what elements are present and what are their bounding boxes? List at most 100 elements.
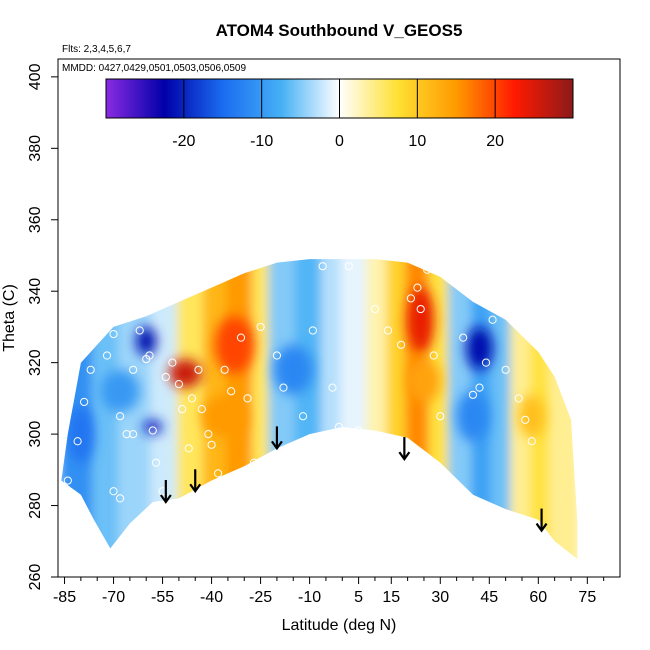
- data-point: [80, 397, 89, 407]
- x-axis: -85 -70 -55 -40 -25 -10 5 15 30 45 60 75: [53, 577, 605, 606]
- data-point: [236, 333, 246, 342]
- y-axis: 260 280 300 320 340 360 380 400: [27, 63, 58, 590]
- x-tick-label: 15: [382, 589, 400, 606]
- tropopause-arrow: [189, 469, 202, 494]
- data-point: [527, 437, 536, 446]
- data-point: [459, 333, 468, 342]
- y-tick-label: 340: [27, 278, 44, 305]
- tropopause-arrow: [535, 508, 548, 533]
- field-blob: [201, 394, 248, 438]
- field-band: [448, 259, 475, 560]
- data-point: [151, 458, 161, 467]
- data-point: [227, 387, 236, 396]
- data-point: [214, 469, 223, 478]
- field-blob: [407, 359, 441, 402]
- colorbar: -20 -10 0 10 20: [105, 78, 574, 150]
- data-point: [168, 358, 177, 367]
- data-point: [194, 365, 203, 374]
- y-tick-label: 280: [27, 492, 44, 519]
- field-blob: [136, 326, 157, 356]
- data-point: [178, 404, 187, 414]
- data-point: [383, 326, 393, 335]
- tropopause-arrow: [159, 479, 172, 504]
- data-point: [279, 383, 288, 392]
- data-point: [416, 304, 425, 314]
- data-point: [207, 440, 216, 449]
- data-point: [344, 262, 353, 271]
- data-point: [468, 390, 478, 399]
- x-tick-label: 45: [480, 589, 498, 606]
- x-tick-label: -70: [102, 589, 125, 606]
- y-tick-label: 320: [27, 349, 44, 376]
- field-band: [340, 259, 371, 560]
- data-point: [481, 358, 491, 367]
- data-point: [396, 340, 406, 349]
- data-point: [86, 365, 95, 374]
- observation-points: [63, 262, 536, 503]
- y-tick-label: 360: [27, 206, 44, 233]
- x-tick-label: 75: [578, 589, 596, 606]
- data-point: [63, 476, 72, 485]
- y-tick-label: 260: [27, 564, 44, 591]
- x-tick-label: 60: [529, 589, 547, 606]
- data-point: [423, 265, 432, 274]
- data-point: [145, 351, 154, 360]
- data-point: [354, 426, 363, 435]
- x-tick-label: -40: [200, 589, 223, 606]
- x-tick-label: -25: [249, 589, 272, 606]
- colorbar-tick-label: 0: [335, 133, 344, 150]
- data-point: [501, 365, 510, 374]
- chart-title: ATOM4 Southbound V_GEOS5: [216, 21, 463, 40]
- field-band: [203, 259, 230, 560]
- data-point: [413, 283, 422, 292]
- data-point: [243, 394, 252, 403]
- data-point: [184, 444, 193, 453]
- data-point: [115, 412, 125, 421]
- x-tick-label: -85: [53, 589, 76, 606]
- data-point: [334, 422, 344, 432]
- field-blob: [273, 344, 313, 395]
- field-band: [490, 259, 515, 560]
- field-blob: [67, 405, 94, 463]
- field-blob: [100, 369, 140, 413]
- colorbar-tick-label: 10: [408, 133, 426, 150]
- data-point: [488, 315, 497, 324]
- y-axis-label: Theta (C): [1, 284, 18, 352]
- data-point: [249, 458, 259, 467]
- x-tick-label: -55: [151, 589, 174, 606]
- data-point: [174, 379, 183, 389]
- data-point: [161, 372, 170, 382]
- field-band: [549, 259, 578, 560]
- colorbar-tick-label: -10: [250, 133, 273, 150]
- data-point: [187, 394, 197, 403]
- data-point: [256, 322, 265, 332]
- data-point: [436, 412, 445, 421]
- data-point: [429, 351, 438, 360]
- data-point: [308, 326, 317, 335]
- data-point: [406, 294, 415, 303]
- x-tick-label: 5: [354, 589, 363, 606]
- data-point: [109, 329, 118, 339]
- data-point: [328, 383, 337, 392]
- dates-note: MMDD: 0427,0429,0501,0503,0506,0509: [62, 63, 246, 74]
- field-blob: [214, 316, 255, 374]
- field-band: [61, 259, 96, 560]
- data-point: [475, 383, 484, 392]
- field-blob: [466, 326, 493, 370]
- y-tick-label: 400: [27, 63, 44, 90]
- flights-note: Flts: 2,3,4,5,6,7: [62, 44, 131, 55]
- x-tick-label: -10: [298, 589, 321, 606]
- data-point: [135, 326, 144, 335]
- tropopause-arrow: [398, 437, 411, 462]
- field-blob: [518, 394, 545, 438]
- tropopause-arrows: [159, 426, 548, 533]
- data-point: [298, 412, 308, 421]
- data-point: [204, 430, 213, 439]
- tropopause-arrow: [271, 426, 283, 451]
- data-point: [129, 365, 138, 374]
- data-point: [197, 404, 206, 414]
- x-tick-label: 30: [431, 589, 449, 606]
- data-point: [73, 437, 82, 446]
